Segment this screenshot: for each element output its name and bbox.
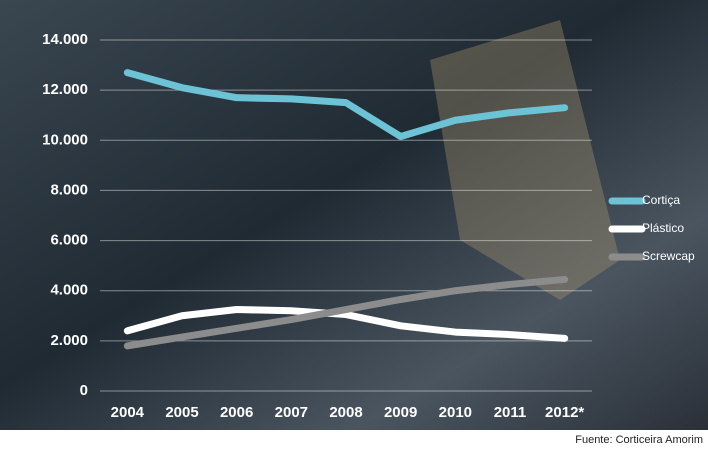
y-tick-label: 2.000 <box>50 332 88 349</box>
x-tick-label: 2006 <box>220 404 253 421</box>
x-tick-label: 2010 <box>439 404 472 421</box>
y-tick-label: 0 <box>80 382 88 399</box>
x-tick-label: 2012* <box>545 404 584 421</box>
background <box>0 0 708 430</box>
x-tick-label: 2009 <box>384 404 417 421</box>
x-tick-label: 2011 <box>494 404 527 421</box>
legend-label: Plástico <box>642 221 684 235</box>
x-tick-label: 2008 <box>329 404 362 421</box>
y-tick-label: 8.000 <box>50 181 88 198</box>
series-line <box>123 275 569 350</box>
y-tick-label: 14.000 <box>42 31 88 48</box>
source: Fuente: Corticeira Amorim <box>575 434 703 446</box>
series-line <box>123 306 569 342</box>
legend-label: Screwcap <box>642 249 695 263</box>
y-tick-label: 6.000 <box>50 232 88 249</box>
y-tick-label: 10.000 <box>42 131 88 148</box>
background-cork <box>430 20 620 300</box>
x-tick-label: 2007 <box>275 404 308 421</box>
x-tick-label: 2005 <box>165 404 198 421</box>
legend-label: Cortiça <box>642 193 680 207</box>
y-tick-label: 4.000 <box>50 282 88 299</box>
series-line <box>123 69 569 141</box>
x-tick-label: 2004 <box>111 404 145 421</box>
y-tick-label: 12.000 <box>42 81 88 98</box>
